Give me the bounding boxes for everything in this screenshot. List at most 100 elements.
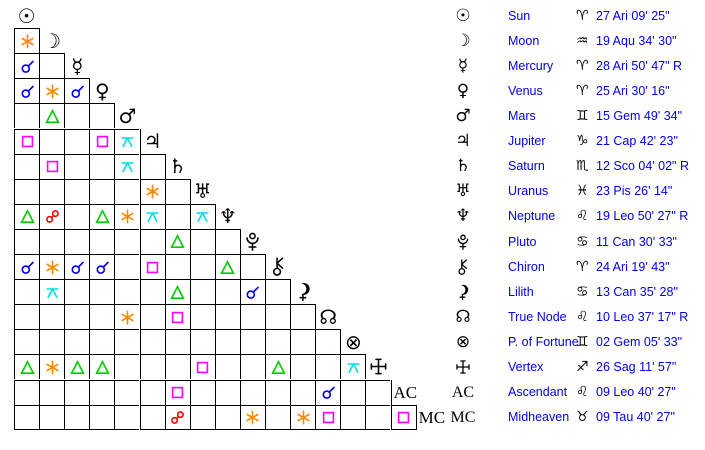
aspect-cell-pluto-uranus — [189, 228, 215, 254]
trine-icon — [170, 284, 185, 299]
aspect-cell-true-node-venus — [89, 304, 115, 330]
midheaven-icon: MC — [450, 408, 476, 426]
aspect-cell-ascendant-vertex — [365, 379, 391, 405]
square-icon — [397, 411, 410, 423]
square-icon — [146, 261, 159, 273]
conjunction-icon — [96, 261, 109, 274]
aspect-cell-ascendant-chiron — [265, 379, 291, 405]
aspect-cell-midheaven-fortune — [340, 404, 366, 430]
aspect-cell-ascendant-mercury — [64, 379, 90, 405]
aspect-cell-chiron-venus — [89, 254, 115, 280]
vertex-icon — [370, 359, 387, 375]
neptune-icon: ♆ — [455, 206, 471, 227]
conjunction-icon — [71, 85, 84, 98]
quincunx-icon — [121, 162, 134, 173]
aspect-cell-jupiter-venus — [89, 128, 115, 154]
pluto-icon — [239, 228, 265, 254]
planet-position: 09 Tau 40' 27" — [596, 409, 675, 424]
cancer-icon: ♋ — [576, 283, 589, 300]
pluto-icon — [457, 234, 469, 250]
ascendant-icon: AC — [390, 379, 417, 405]
uranus-icon: ♅ — [455, 181, 471, 202]
aspect-cell-true-node-saturn — [164, 304, 190, 330]
aspect-cell-ascendant-lilith — [290, 379, 316, 405]
sextile-icon — [121, 209, 134, 224]
planet-position: 24 Ari 19' 43" — [596, 259, 670, 274]
planet-row-mercury: ☿ Mercury ♈ 28 Ari 50' 47" R — [448, 54, 705, 79]
vertex-icon — [448, 355, 478, 380]
aspect-cell-mercury-sun — [14, 53, 40, 79]
trine-icon — [70, 359, 85, 374]
aspect-cell-lilith-pluto — [239, 279, 265, 305]
planet-row-uranus: ♅ Uranus ♓ 23 Pis 26' 14" — [448, 179, 705, 204]
jupiter-icon: ♃ — [139, 128, 165, 154]
trine-icon — [220, 259, 236, 274]
planet-name: Mars — [508, 109, 536, 124]
aspect-cell-midheaven-vertex — [365, 404, 391, 430]
planet-row-lilith: Lilith ♋ 13 Can 35' 28" — [448, 280, 705, 305]
planet-name: P. of Fortune — [508, 334, 579, 349]
planet-name: Chiron — [508, 259, 545, 274]
aspect-cell-true-node-lilith — [290, 304, 316, 330]
aspect-cell-midheaven-moon — [39, 404, 65, 430]
aspect-cell-fortune-jupiter — [139, 329, 165, 355]
aspect-cell-midheaven-mercury — [64, 404, 90, 430]
aspect-cell-pluto-mars — [114, 228, 140, 254]
aspect-cell-midheaven-neptune — [214, 404, 240, 430]
aspect-cell-pluto-moon — [39, 228, 65, 254]
aspect-cell-lilith-moon — [39, 279, 65, 305]
aspect-cell-fortune-venus — [89, 329, 115, 355]
cancer-icon: ♋ — [576, 233, 589, 250]
lilith-icon — [456, 284, 469, 300]
trine-icon — [95, 359, 110, 374]
capricorn-icon: ♑ — [576, 133, 589, 150]
aspect-cell-uranus-jupiter — [139, 178, 165, 204]
aspect-cell-venus-sun — [14, 78, 40, 104]
planet-row-moon: ☽ Moon ♒ 19 Aqu 34' 30" — [448, 29, 705, 54]
aspect-cell-lilith-sun — [14, 279, 40, 305]
mars-icon: ♂ — [455, 106, 471, 127]
aspect-cell-neptune-sun — [14, 203, 40, 229]
aspect-cell-mars-mercury — [64, 103, 90, 129]
aspect-cell-ascendant-jupiter — [139, 379, 165, 405]
leo-icon: ♌ — [576, 308, 589, 325]
aspect-cell-fortune-true-node — [315, 329, 341, 355]
conjunction-icon — [21, 261, 34, 274]
aspect-cell-mars-moon — [39, 103, 65, 129]
square-icon — [197, 361, 209, 374]
square-icon — [96, 135, 109, 148]
aspect-cell-true-node-mercury — [64, 304, 90, 330]
trine-icon — [170, 234, 185, 249]
square-icon — [171, 311, 184, 323]
mars-icon: ♂ — [114, 103, 139, 129]
planet-name: Neptune — [508, 209, 556, 224]
aspect-cell-fortune-mars — [114, 329, 140, 355]
chiron-icon — [272, 257, 283, 276]
conjunction-icon — [246, 286, 260, 299]
aspect-cell-chiron-moon — [39, 254, 65, 280]
aspect-cell-chiron-mars — [114, 254, 140, 280]
planet-row-mars: ♂ Mars ♊ 15 Gem 49' 34" — [448, 104, 705, 129]
aspect-cell-midheaven-sun — [14, 404, 40, 430]
sextile-icon — [246, 410, 260, 425]
aspect-cell-vertex-venus — [89, 354, 115, 380]
pisces-icon: ♓ — [576, 183, 589, 200]
chiron-icon — [448, 255, 478, 280]
aspect-cell-lilith-neptune — [214, 279, 240, 305]
planet-name: Midheaven — [508, 409, 570, 424]
aspect-cell-ascendant-fortune — [340, 379, 366, 405]
aspect-cell-fortune-saturn — [164, 329, 190, 355]
aspect-cell-jupiter-mars — [114, 128, 140, 154]
aspect-cell-ascendant-neptune — [214, 379, 240, 405]
quincunx-icon — [121, 137, 134, 148]
planet-position: 27 Ari 09' 25" — [596, 9, 670, 23]
aspect-cell-vertex-moon — [39, 354, 65, 380]
gemini-icon: ♊ — [576, 108, 589, 125]
conjunction-icon — [322, 386, 335, 399]
aries-icon: ♈ — [576, 83, 589, 100]
aspect-cell-mars-sun — [14, 103, 40, 129]
aspect-cell-saturn-venus — [89, 153, 115, 179]
aspect-cell-fortune-mercury — [64, 329, 90, 355]
aspect-cell-ascendant-saturn — [164, 379, 190, 405]
planet-position: 25 Ari 30' 16" — [596, 84, 670, 99]
